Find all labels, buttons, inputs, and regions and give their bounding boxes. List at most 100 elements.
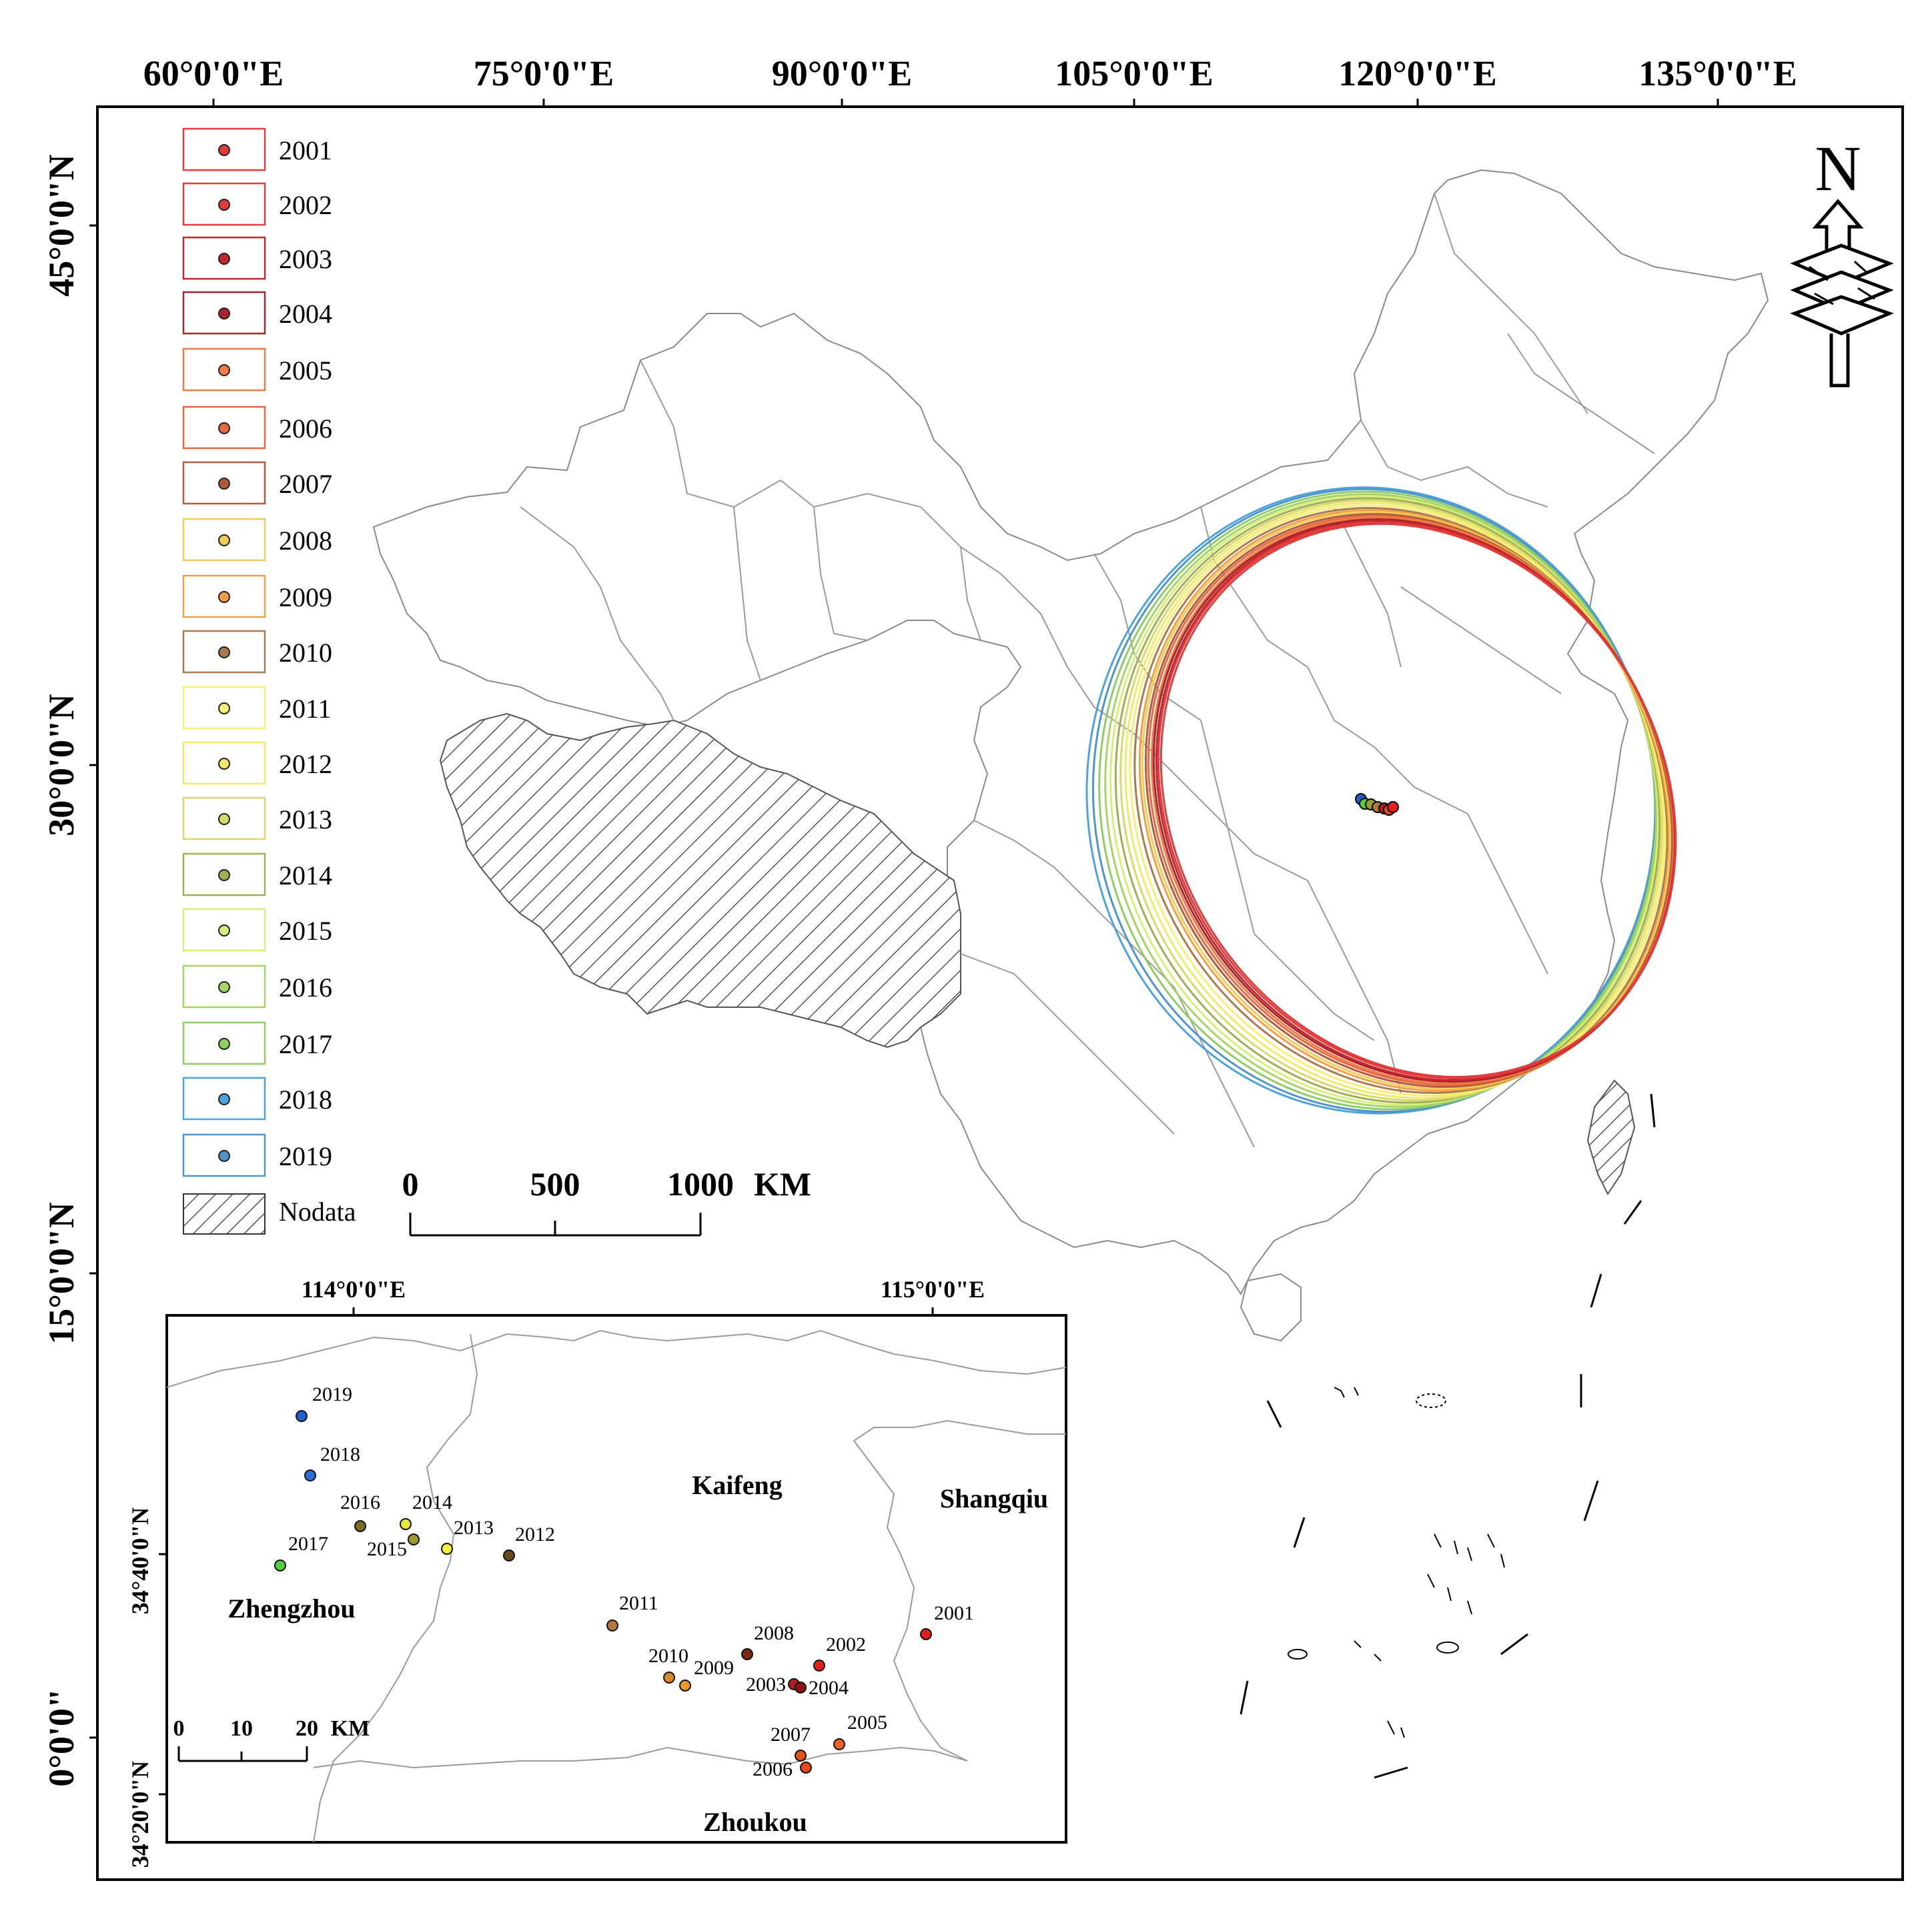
legend-dot [218,591,230,603]
legend-year-label: 2005 [279,356,332,386]
legend-entry: 2012 [182,741,332,785]
inset-point: 2007 [771,1724,811,1762]
centroid-marker [606,1620,618,1632]
legend-dot [218,869,230,881]
legend-dot [218,813,230,825]
legend-dot [218,307,230,319]
centroid-year-label: 2019 [312,1383,352,1405]
legend-dot [218,702,230,714]
centroid-marker [813,1660,825,1672]
inset-point: 2005 [833,1712,887,1750]
legend-entry: 2016 [182,965,332,1009]
lat-label-45: 45°0'0"N [41,154,81,297]
inset-centroid-points: 2019 2018 2016 2014 2015 2013 2012 2017 2011 2001… [274,1383,974,1780]
centroid-year-label: 2012 [515,1523,555,1545]
centroid-cluster [1355,793,1399,816]
inset-point: 2014 [400,1491,452,1530]
legend-entry: 2017 [182,1021,332,1065]
inset-lat-3440: 34°40'0"N [127,1507,153,1614]
centroid-marker [795,1750,807,1762]
legend-year-label: 2001 [279,135,332,165]
inset-point: 2013 [441,1517,494,1555]
lon-label-60: 60°0'0"E [143,53,284,93]
centroid-marker [304,1469,316,1481]
inset-city-labels: Kaifeng Shangqiu Zhengzhou Zhoukou [227,1470,1048,1837]
city-shangqiu: Shangqiu [940,1483,1048,1513]
legend-year-label: 2019 [279,1141,332,1171]
centroid-marker [741,1648,753,1660]
south-china-sea-dashes [1240,1093,1656,1779]
north-arrow-letter: N [1815,133,1861,204]
legend-year-label: 2008 [279,526,332,556]
legend-year-label: 2013 [279,804,332,834]
centroid-marker [800,1762,812,1774]
legend-entry: 2004 [182,291,332,335]
legend-entry: 2014 [182,852,332,896]
legend-entry: 2007 [182,461,332,505]
inset-point: 2018 [304,1443,360,1481]
centroid-marker [663,1672,675,1684]
lon-label-105: 105°0'0"E [1055,53,1214,93]
centroid-year-label: 2006 [753,1758,793,1780]
legend-dot [218,199,230,211]
legend-dot [218,646,230,658]
inset-point: 2016 [340,1491,380,1532]
centroid-year-label: 2014 [412,1491,452,1513]
centroid-year-label: 2011 [619,1592,658,1614]
legend-dot [218,253,230,265]
legend-year-label: 2002 [279,190,332,220]
legend-dot [218,144,230,156]
legend-year-label: 2018 [279,1085,332,1115]
legend-year-label: 2009 [279,582,332,612]
legend-year-label: 2003 [279,244,332,274]
centroid-year-label: 2013 [454,1517,494,1539]
lat-label-15: 15°0'0"N [41,1202,81,1345]
centroid-year-label: 2017 [288,1533,328,1555]
centroid-year-label: 2009 [694,1657,734,1679]
legend-year-label: 2011 [279,694,332,724]
legend-entry: 2005 [182,348,332,392]
legend: 2001 2002 2003 2004 2005 2006 2007 2008 2009 2010… [182,127,332,1177]
inset-point: 2008 [741,1622,794,1660]
legend-entry: 2009 [182,574,332,618]
centroid-marker [920,1628,932,1640]
inset-axis: 114°0'0"E 115°0'0"E 34°40'0"N 34°20'0"N [127,1276,985,1868]
centroid-marker [354,1520,366,1532]
legend-dot [218,422,230,434]
legend-entry: 2003 [182,236,332,280]
lat-label-30: 30°0'0"N [41,694,81,836]
inset-point: 2006 [753,1758,812,1780]
lon-label-120: 120°0'0"E [1338,53,1497,93]
north-arrow-icon: N [1790,133,1895,388]
scale-label-500: 500 [530,1165,580,1203]
inset-lon-115: 115°0'0"E [881,1276,985,1303]
china-outline [372,169,1769,1295]
legend-year-label: 2015 [279,916,332,946]
legend-dot [218,478,230,490]
legend-entry: 2002 [182,182,332,226]
legend-year-label: 2016 [279,973,332,1003]
inset-lon-114: 114°0'0"E [302,1276,406,1303]
legend-entry: 2001 [182,127,332,171]
centroid-marker [408,1533,420,1545]
centroid-marker [274,1559,286,1571]
hainan-island [1240,1273,1302,1342]
inset-map [165,1314,1067,1844]
legend-dot [218,1093,230,1105]
internal-boundaries [520,193,1655,1148]
inset-point: 2019 [296,1383,352,1422]
legend-entry: 2019 [182,1133,332,1177]
legend-entry: 2008 [182,518,332,562]
centroid-year-label: 2016 [340,1491,380,1513]
inset-scale-label-10: 10 [230,1716,253,1741]
inset-point: 2017 [274,1533,328,1571]
centroid-marker [795,1682,807,1694]
inset-point: 2015 [367,1533,420,1560]
centroid-marker [833,1738,845,1750]
inset-point: 2011 [606,1592,658,1632]
sde-ellipses [1085,486,1677,1115]
centroid-year-label: 2008 [754,1622,794,1644]
legend-year-label: 2006 [279,414,332,444]
inset-scale-unit: KM [331,1716,370,1741]
legend-dot [218,981,230,993]
